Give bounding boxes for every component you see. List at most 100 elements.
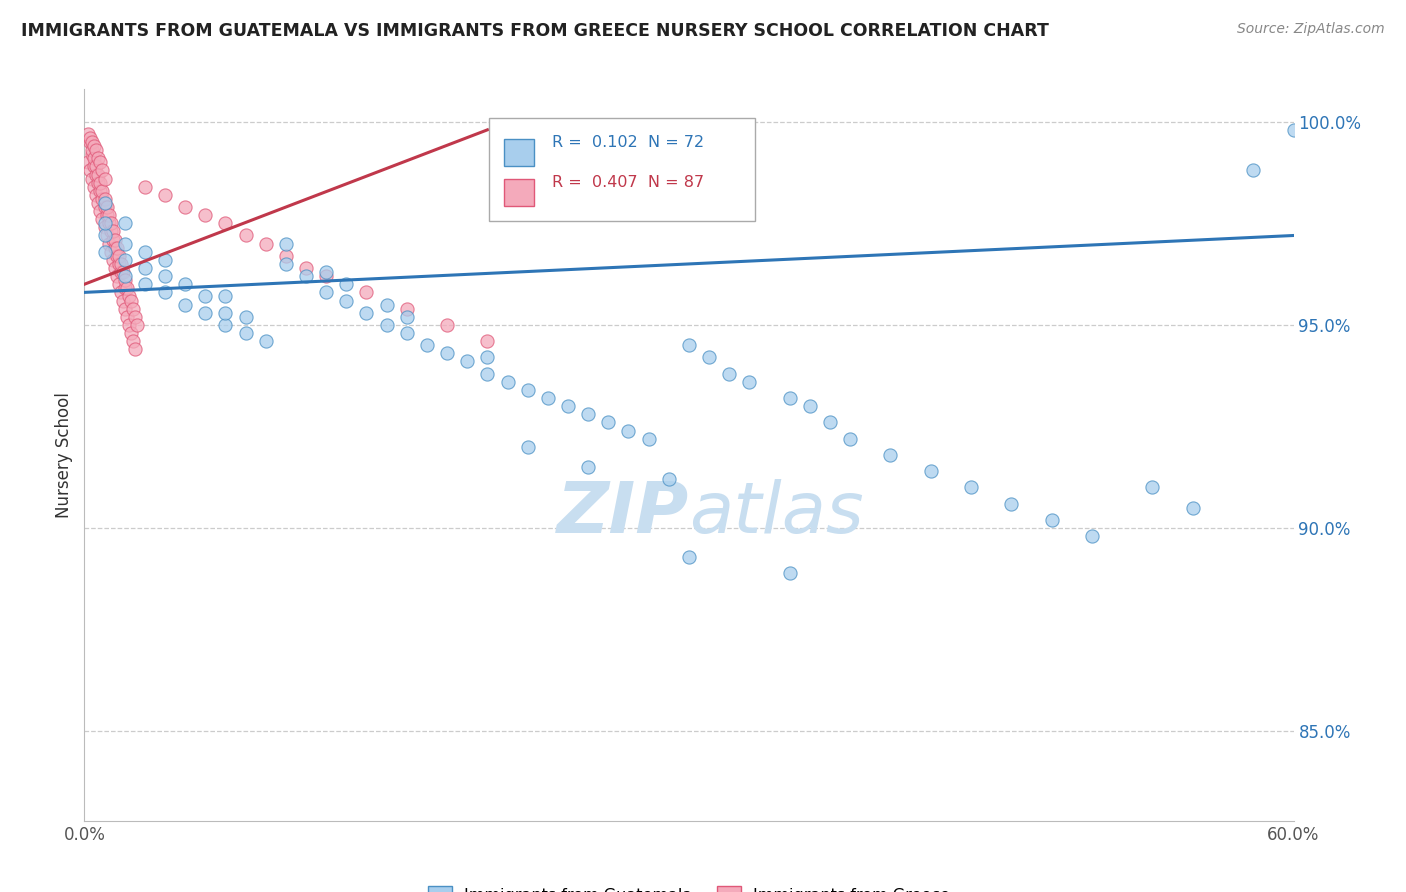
Point	[120, 326, 142, 340]
Point	[295, 269, 318, 284]
Point	[960, 480, 983, 494]
Point	[779, 566, 801, 580]
Point	[214, 306, 236, 320]
Point	[111, 265, 134, 279]
Point	[416, 338, 439, 352]
Point	[214, 318, 236, 332]
Point	[89, 176, 111, 190]
Point	[678, 549, 700, 564]
Text: atlas: atlas	[689, 479, 863, 548]
Point	[104, 233, 127, 247]
Point	[537, 391, 560, 405]
Point	[124, 343, 146, 357]
Point	[100, 216, 122, 230]
Point	[779, 391, 801, 405]
Point	[120, 293, 142, 308]
Point	[87, 176, 110, 190]
Point	[477, 334, 499, 348]
Point	[456, 354, 478, 368]
Point	[153, 269, 176, 284]
FancyBboxPatch shape	[489, 119, 755, 221]
Point	[91, 184, 114, 198]
Point	[477, 367, 499, 381]
Point	[121, 301, 143, 316]
Point	[114, 269, 136, 284]
Point	[87, 151, 110, 165]
Point	[818, 416, 841, 430]
Y-axis label: Nursery School: Nursery School	[55, 392, 73, 518]
Text: ZIP: ZIP	[557, 479, 689, 548]
Point	[96, 228, 118, 243]
Point	[115, 281, 138, 295]
Point	[1181, 500, 1204, 515]
Point	[315, 269, 337, 284]
Point	[96, 208, 118, 222]
Point	[83, 139, 105, 153]
Point	[134, 179, 156, 194]
Point	[89, 155, 111, 169]
Point	[87, 168, 110, 182]
Point	[86, 168, 108, 182]
Point	[274, 257, 297, 271]
Point	[83, 160, 105, 174]
Point	[89, 184, 111, 198]
Point	[153, 187, 176, 202]
Bar	[503, 178, 534, 206]
Point	[105, 269, 128, 284]
Point	[83, 179, 105, 194]
Point	[1241, 163, 1264, 178]
Point	[214, 216, 236, 230]
Point	[91, 163, 114, 178]
Point	[105, 249, 128, 263]
Point	[89, 204, 111, 219]
Point	[598, 416, 620, 430]
Point	[254, 236, 277, 251]
Point	[436, 346, 458, 360]
Point	[576, 407, 599, 421]
Point	[214, 289, 236, 303]
Point	[93, 171, 115, 186]
Point	[335, 277, 357, 292]
Point	[114, 301, 136, 316]
Point	[101, 233, 124, 247]
Point	[1142, 480, 1164, 494]
Point	[110, 285, 132, 300]
Point	[91, 192, 114, 206]
Point	[194, 208, 217, 222]
Point	[576, 460, 599, 475]
Text: IMMIGRANTS FROM GUATEMALA VS IMMIGRANTS FROM GREECE NURSERY SCHOOL CORRELATION C: IMMIGRANTS FROM GUATEMALA VS IMMIGRANTS …	[21, 22, 1049, 40]
Point	[125, 318, 148, 332]
Point	[395, 301, 418, 316]
Point	[121, 334, 143, 348]
Point	[315, 265, 337, 279]
Point	[1081, 529, 1104, 543]
Point	[356, 285, 378, 300]
Point	[395, 310, 418, 324]
Point	[920, 464, 942, 478]
Point	[114, 236, 136, 251]
Point	[718, 367, 741, 381]
Point	[104, 260, 127, 275]
Point	[110, 257, 132, 271]
Point	[86, 160, 108, 174]
Point	[153, 285, 176, 300]
Point	[97, 236, 120, 251]
Point	[174, 297, 197, 311]
Point	[93, 228, 115, 243]
Point	[153, 252, 176, 267]
Point	[82, 171, 104, 186]
Point	[174, 277, 197, 292]
Point	[110, 265, 132, 279]
Point	[254, 334, 277, 348]
Point	[134, 277, 156, 292]
Text: R =  0.102  N = 72: R = 0.102 N = 72	[553, 135, 704, 150]
Point	[375, 297, 398, 311]
Point	[83, 151, 105, 165]
Point	[356, 306, 378, 320]
Text: Source: ZipAtlas.com: Source: ZipAtlas.com	[1237, 22, 1385, 37]
Point	[678, 338, 700, 352]
Point	[799, 399, 821, 413]
Point	[107, 249, 129, 263]
Point	[1282, 123, 1305, 137]
Point	[114, 273, 136, 287]
